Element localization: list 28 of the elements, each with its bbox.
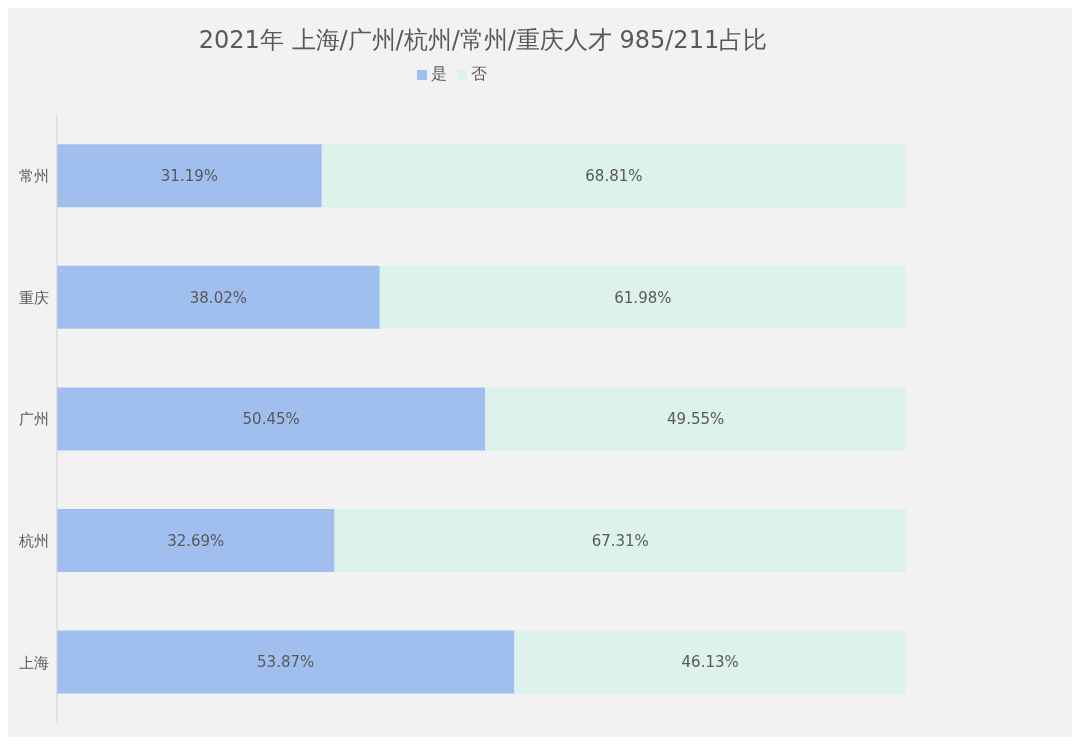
chart-title: 2021年 上海/广州/杭州/常州/重庆人才 985/211占比 <box>197 25 769 56</box>
legend-label: 否 <box>471 64 487 83</box>
bar <box>485 387 906 451</box>
data-label: 50.45% <box>242 410 300 429</box>
y-tick-label: 常州 <box>19 167 49 186</box>
data-label: 49.55% <box>667 410 725 429</box>
bar <box>514 630 906 694</box>
data-label: 61.98% <box>614 288 672 307</box>
bar <box>57 265 380 329</box>
bar <box>57 630 515 694</box>
data-label: 31.19% <box>160 166 218 185</box>
bar <box>57 508 335 572</box>
y-tick-label: 广州 <box>19 410 49 429</box>
data-label: 32.69% <box>167 531 225 550</box>
y-tick-label: 杭州 <box>18 531 49 550</box>
data-label: 67.31% <box>591 531 649 550</box>
data-label: 38.02% <box>189 288 247 307</box>
legend-label: 是 <box>431 64 447 83</box>
y-tick-label: 上海 <box>19 653 49 672</box>
data-label: 68.81% <box>585 166 643 185</box>
bar <box>321 144 906 208</box>
y-tick-label: 重庆 <box>19 288 49 307</box>
data-label: 53.87% <box>257 653 315 672</box>
bar <box>57 387 486 451</box>
bar <box>57 144 322 208</box>
bar <box>334 508 906 572</box>
data-label: 46.13% <box>681 653 739 672</box>
bar <box>379 265 906 329</box>
